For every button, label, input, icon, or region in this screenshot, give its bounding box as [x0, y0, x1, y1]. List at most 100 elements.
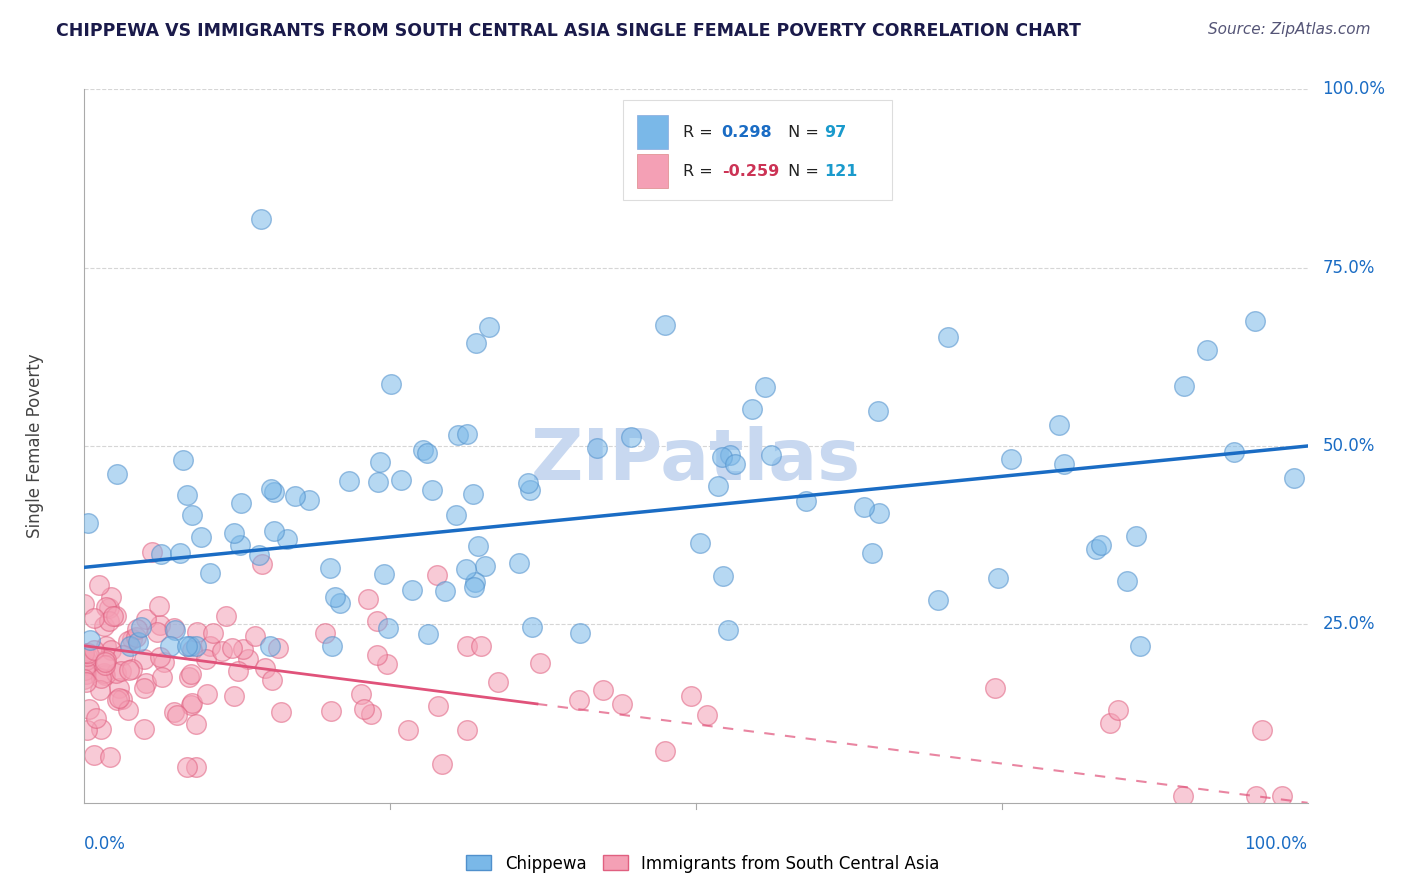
Point	[711, 569, 734, 583]
Point	[87, 578, 110, 592]
Point	[337, 475, 360, 489]
Point	[77, 516, 100, 530]
Text: N =: N =	[783, 125, 824, 139]
Text: R =: R =	[682, 125, 717, 139]
Point	[259, 639, 281, 653]
Point	[366, 648, 388, 663]
Point	[401, 582, 423, 597]
Point	[198, 639, 221, 653]
Point	[76, 723, 98, 738]
Point	[1173, 789, 1195, 803]
Text: 97: 97	[824, 125, 846, 139]
Point	[249, 548, 271, 562]
Point	[984, 681, 1007, 695]
Point	[853, 500, 876, 514]
Point	[83, 610, 105, 624]
Text: 75.0%: 75.0%	[1322, 259, 1375, 277]
Point	[377, 621, 399, 635]
Point	[794, 494, 817, 508]
Point	[184, 760, 207, 774]
Point	[298, 492, 321, 507]
Point	[356, 592, 378, 607]
Point	[211, 644, 233, 658]
Point	[135, 612, 157, 626]
Point	[866, 404, 889, 418]
Point	[176, 759, 198, 773]
Point	[132, 681, 155, 695]
Point	[619, 429, 641, 443]
Point	[75, 658, 97, 673]
Point	[117, 703, 139, 717]
Point	[96, 599, 118, 614]
Point	[370, 455, 392, 469]
Point	[83, 748, 105, 763]
Point	[465, 335, 488, 350]
Point	[236, 652, 259, 666]
Point	[117, 634, 139, 648]
Point	[1223, 444, 1246, 458]
Point	[135, 675, 157, 690]
Point	[444, 508, 467, 523]
Point	[149, 650, 172, 665]
Point	[94, 652, 117, 666]
Text: 100.0%: 100.0%	[1322, 80, 1385, 98]
Point	[249, 211, 271, 226]
Text: 100.0%: 100.0%	[1244, 835, 1308, 853]
Point	[180, 696, 202, 710]
Point	[252, 557, 274, 571]
Point	[253, 661, 276, 675]
Point	[987, 571, 1010, 585]
Point	[396, 723, 419, 738]
Point	[166, 707, 188, 722]
Point	[263, 484, 285, 499]
Point	[612, 697, 634, 711]
Point	[927, 593, 949, 607]
Point	[84, 711, 107, 725]
Point	[1244, 789, 1267, 803]
Point	[75, 664, 97, 678]
Point	[568, 626, 591, 640]
Point	[152, 670, 174, 684]
Point	[718, 449, 741, 463]
Point	[270, 705, 292, 719]
Point	[73, 646, 96, 660]
Point	[83, 643, 105, 657]
Point	[198, 566, 221, 581]
Point	[1099, 716, 1122, 731]
Point	[284, 489, 307, 503]
Point	[73, 672, 96, 686]
Point	[759, 448, 782, 462]
Point	[179, 639, 201, 653]
Point	[724, 458, 747, 472]
Point	[517, 475, 540, 490]
Point	[696, 707, 718, 722]
Point	[430, 757, 453, 772]
Legend: Chippewa, Immigrants from South Central Asia: Chippewa, Immigrants from South Central …	[460, 848, 946, 880]
Point	[231, 496, 253, 510]
Point	[101, 608, 124, 623]
Point	[1243, 314, 1265, 328]
Point	[321, 639, 343, 653]
Point	[1107, 703, 1129, 717]
Point	[93, 666, 115, 681]
Text: -0.259: -0.259	[721, 164, 779, 178]
Point	[478, 319, 501, 334]
Point	[111, 691, 134, 706]
Point	[75, 675, 97, 690]
Point	[94, 639, 117, 653]
Point	[110, 665, 132, 679]
Point	[741, 401, 763, 416]
Point	[194, 652, 217, 666]
Point	[529, 656, 551, 670]
Point	[373, 567, 395, 582]
Point	[153, 655, 176, 669]
Point	[267, 641, 290, 656]
Point	[176, 488, 198, 502]
Point	[105, 467, 128, 481]
Point	[586, 442, 609, 456]
Point	[420, 483, 443, 497]
Point	[94, 655, 117, 669]
Point	[186, 717, 208, 731]
Point	[366, 614, 388, 628]
Point	[179, 670, 201, 684]
